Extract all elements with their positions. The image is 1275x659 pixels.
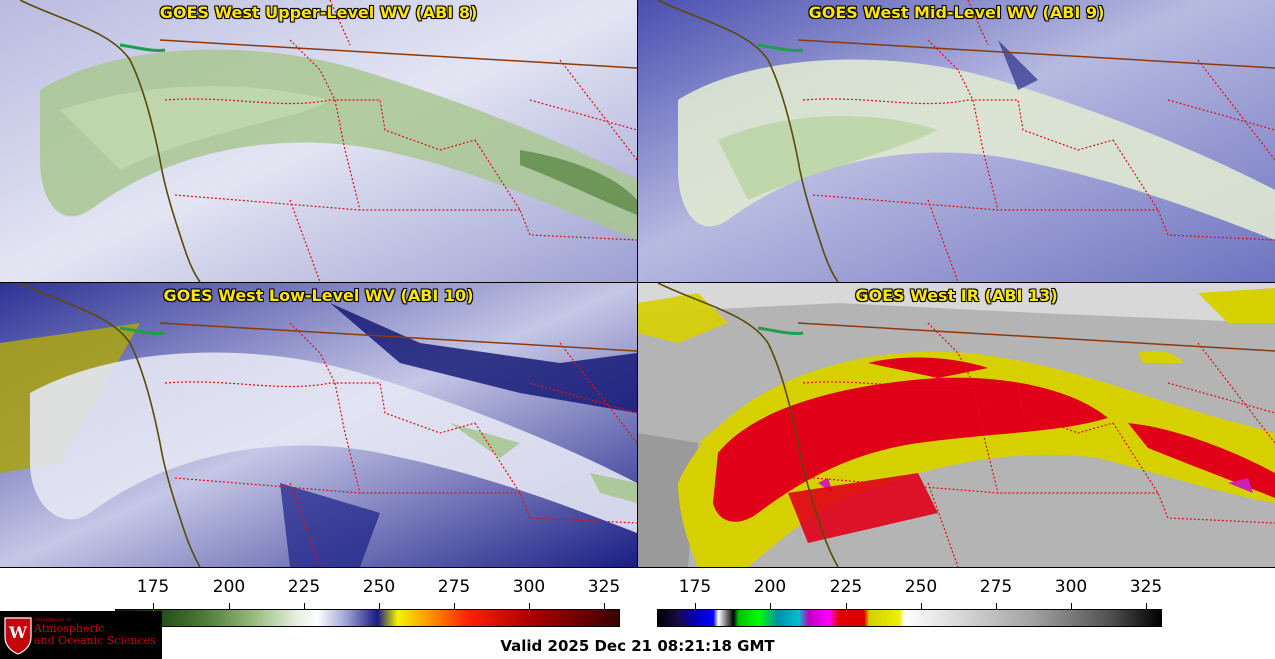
cbar-left-tick-175: 175	[136, 577, 170, 597]
cbar-right-tickmark	[1146, 603, 1147, 609]
aos-logo: W Department of Atmospheric and Oceanic …	[0, 611, 162, 659]
cbar-left-tickmark	[229, 603, 230, 609]
cbar-right-tick-225: 225	[829, 577, 863, 597]
panel-ir: GOES West IR (ABI 13)	[637, 282, 1275, 568]
cbar-right-tick-200: 200	[753, 577, 787, 597]
panel-low-level-wv: GOES West Low-Level WV (ABI 10)	[0, 282, 638, 568]
panel-title-upper: GOES West Upper-Level WV (ABI 8)	[159, 3, 478, 22]
cbar-left-tickmark	[304, 603, 305, 609]
cbar-left-tickmark	[604, 603, 605, 609]
cbar-left-tick-200: 200	[212, 577, 246, 597]
cbar-left-tick-225: 225	[287, 577, 321, 597]
cbar-right-tickmark	[921, 603, 922, 609]
valid-time: Valid 2025 Dec 21 08:21:18 GMT	[500, 637, 775, 655]
cbar-right-tickmark	[695, 603, 696, 609]
cbar-left-tickmark	[454, 603, 455, 609]
cbar-right-tickmark	[1071, 603, 1072, 609]
cbar-right-tickmark	[770, 603, 771, 609]
upper-level-wv-image	[0, 0, 637, 282]
panel-title-ir: GOES West IR (ABI 13)	[855, 286, 1058, 305]
colorbar-right	[657, 609, 1162, 627]
panel-upper-level-wv: GOES West Upper-Level WV (ABI 8)	[0, 0, 638, 283]
cbar-right-tickmark	[996, 603, 997, 609]
cbar-right-tick-275: 275	[979, 577, 1013, 597]
low-level-wv-image	[0, 283, 637, 567]
logo-line2: and Oceanic Sciences	[34, 634, 156, 647]
cbar-right-tick-325: 325	[1129, 577, 1163, 597]
logo-department: Department of	[34, 617, 71, 623]
cbar-left-tickmark	[153, 603, 154, 609]
uw-shield-letter: W	[9, 623, 27, 642]
cbar-right-tick-300: 300	[1054, 577, 1088, 597]
panel-title-low: GOES West Low-Level WV (ABI 10)	[163, 286, 474, 305]
cbar-right-tick-175: 175	[678, 577, 712, 597]
mid-level-wv-image	[638, 0, 1275, 282]
cbar-left-tickmark	[529, 603, 530, 609]
logo-line1: Atmospheric	[34, 622, 105, 635]
cbar-left-tickmark	[379, 603, 380, 609]
colorbar-left	[115, 609, 620, 627]
uw-shield-icon	[4, 617, 32, 655]
cbar-left-tick-250: 250	[362, 577, 396, 597]
cbar-right-tickmark	[846, 603, 847, 609]
cbar-left-tick-300: 300	[512, 577, 546, 597]
cbar-left-tick-325: 325	[587, 577, 621, 597]
cbar-left-tick-275: 275	[437, 577, 471, 597]
panel-title-mid: GOES West Mid-Level WV (ABI 9)	[808, 3, 1105, 22]
panel-mid-level-wv: GOES West Mid-Level WV (ABI 9)	[637, 0, 1275, 283]
ir-image	[638, 283, 1275, 567]
cbar-right-tick-250: 250	[904, 577, 938, 597]
